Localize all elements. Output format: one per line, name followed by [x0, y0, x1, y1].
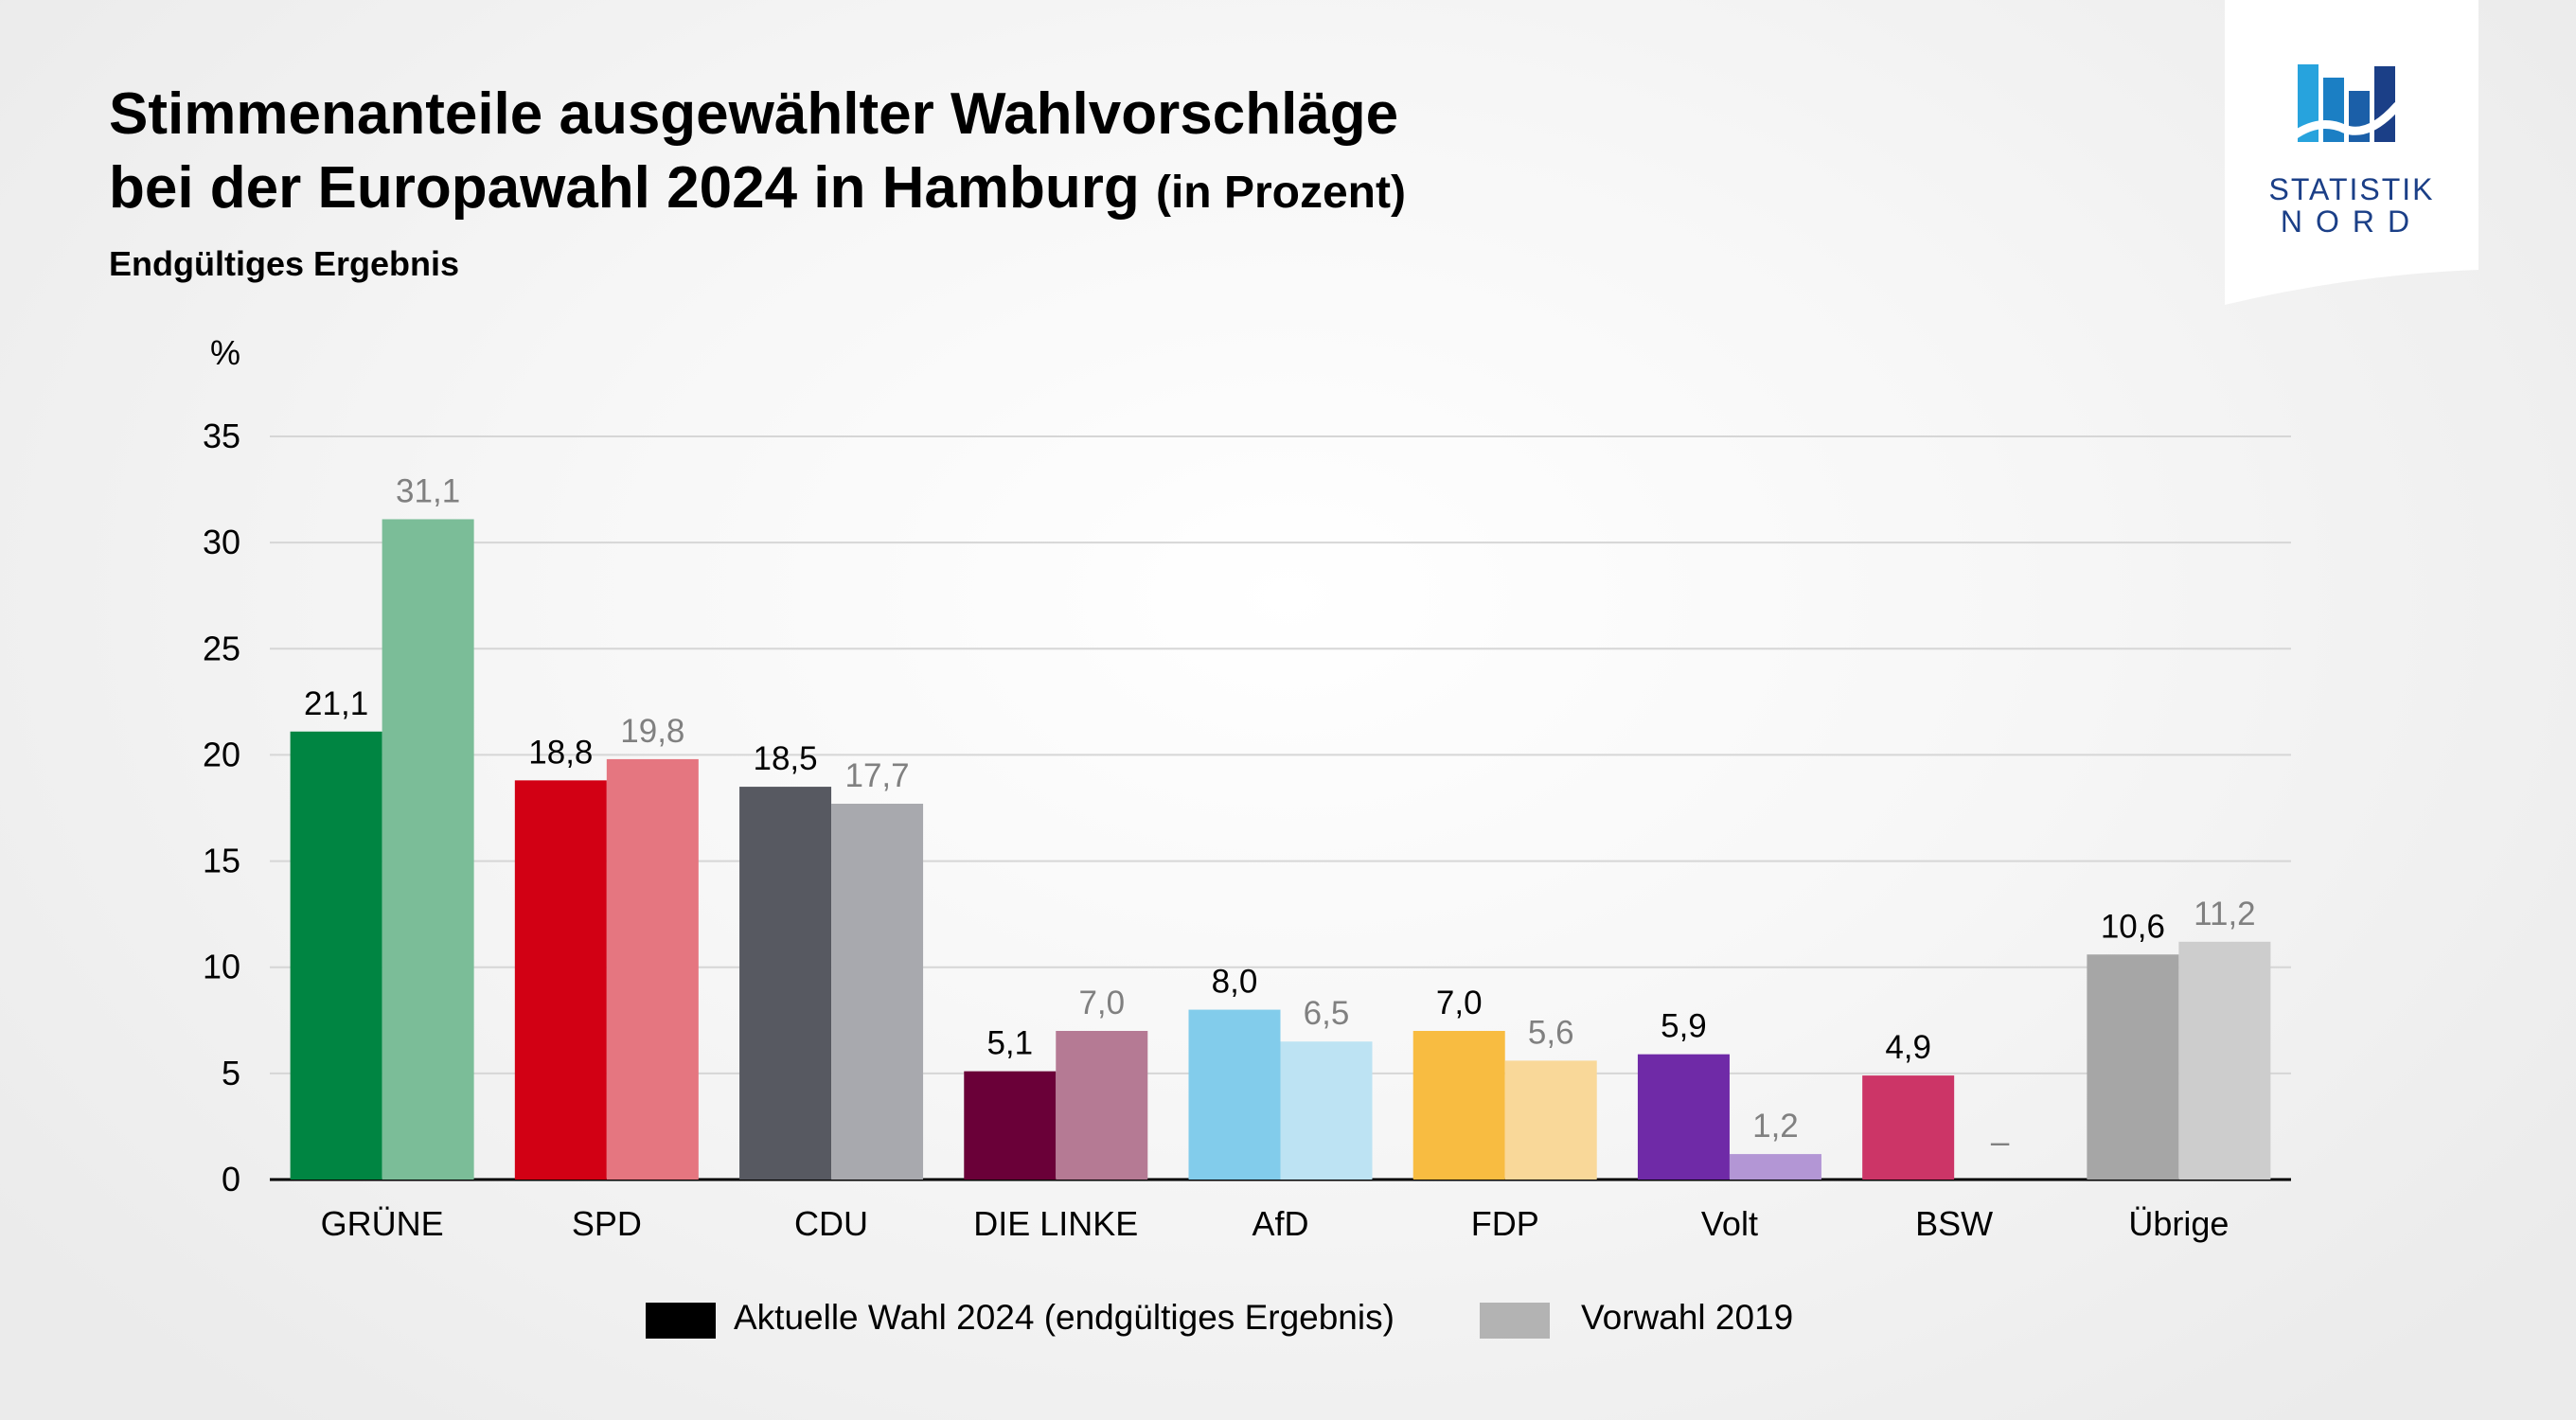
- bar-2024: [514, 780, 607, 1180]
- x-category-label: CDU: [794, 1204, 868, 1243]
- bar-2019: [1729, 1154, 1821, 1180]
- chart-title: Stimmenanteile ausgewählter Wahlvorschlä…: [109, 78, 1406, 230]
- data-label-2024: 7,0: [1436, 985, 1483, 1021]
- bar-2024: [1412, 1031, 1505, 1180]
- data-label-2024: 21,1: [304, 685, 368, 722]
- data-label-2024: 10,6: [2101, 908, 2165, 945]
- bar-2019: [1280, 1041, 1373, 1180]
- bar-2024: [2087, 954, 2179, 1180]
- logo-text-statistik: STATISTIK: [2268, 172, 2435, 206]
- data-label-2019: 7,0: [1078, 985, 1125, 1021]
- title-line-1: Stimmenanteile ausgewählter Wahlvorschlä…: [109, 81, 1399, 147]
- x-category-label: SPD: [572, 1204, 642, 1243]
- y-tick-label: 0: [222, 1160, 240, 1198]
- data-label-2019: 5,6: [1528, 1014, 1574, 1051]
- legend-label-2019: Vorwahl 2019: [1581, 1298, 1793, 1337]
- x-category-label: Volt: [1701, 1204, 1758, 1243]
- bar-2019: [1504, 1060, 1597, 1180]
- data-label-2024: 8,0: [1212, 964, 1258, 1001]
- bar-2019: [2178, 941, 2271, 1180]
- bar-2024: [739, 787, 832, 1180]
- title-line-2: bei der Europawahl 2024 in Hamburg: [109, 155, 1140, 221]
- bar-2019: [606, 758, 699, 1180]
- data-label-2019: 6,5: [1304, 995, 1350, 1032]
- legend-swatch-2024: [646, 1303, 716, 1339]
- x-category-label: GRÜNE: [321, 1204, 444, 1243]
- bar-2019: [1056, 1031, 1148, 1180]
- logo-text-nord: NORD: [2280, 204, 2424, 239]
- bars-layer: [290, 519, 2271, 1180]
- bar-2019: [382, 519, 474, 1180]
- y-tick-label: 35: [203, 417, 240, 455]
- y-tick-label: 15: [203, 842, 240, 880]
- bar-2024: [1862, 1075, 1955, 1180]
- x-category-label: Übrige: [2128, 1204, 2229, 1243]
- legend: Aktuelle Wahl 2024 (endgültiges Ergebnis…: [646, 1298, 1793, 1339]
- x-category-label: BSW: [1915, 1204, 1993, 1243]
- x-category-label: AfD: [1252, 1204, 1308, 1243]
- chart-subtitle: Endgültiges Ergebnis: [109, 244, 460, 283]
- data-label-2019: 1,2: [1752, 1108, 1799, 1145]
- bar-2024: [1188, 1009, 1281, 1180]
- data-label-2024: 18,5: [753, 740, 817, 777]
- data-label-2019: 19,8: [620, 713, 684, 750]
- data-label-2024: 18,8: [528, 734, 593, 771]
- data-label-2019: 17,7: [844, 757, 909, 794]
- legend-label-2024: Aktuelle Wahl 2024 (endgültiges Ergebnis…: [734, 1298, 1395, 1337]
- bar-2019: [831, 804, 924, 1180]
- x-category-label: DIE LINKE: [973, 1204, 1138, 1243]
- y-unit-label: %: [210, 333, 240, 372]
- bar-2024: [290, 731, 382, 1180]
- data-label-missing: –: [1991, 1124, 2010, 1161]
- labels-layer: 21,1 31,1 GRÜNE 18,8 19,8 SPD 18,5 17,7 CDU 5,1 7,…: [304, 472, 2256, 1243]
- data-label-2019: 11,2: [2194, 896, 2256, 932]
- x-category-label: FDP: [1471, 1204, 1539, 1243]
- logo-wave: [2288, 101, 2402, 141]
- y-tick-label: 25: [203, 629, 240, 667]
- data-label-2019: 31,1: [396, 472, 460, 509]
- legend-swatch-2019: [1480, 1303, 1550, 1339]
- data-label-2024: 4,9: [1885, 1029, 1931, 1066]
- y-tick-label: 30: [203, 523, 240, 561]
- bar-2024: [964, 1071, 1057, 1180]
- y-tick-label: 20: [203, 735, 240, 773]
- y-tick-label: 5: [222, 1054, 240, 1092]
- data-label-2024: 5,9: [1661, 1008, 1707, 1045]
- logo-card: [2225, 0, 2478, 305]
- statistik-nord-logo: [2225, 0, 2478, 305]
- y-tick-label: 10: [203, 948, 240, 986]
- title-unit: (in Prozent): [1155, 168, 1406, 218]
- bar-2024: [1637, 1054, 1730, 1180]
- data-label-2024: 5,1: [986, 1025, 1033, 1062]
